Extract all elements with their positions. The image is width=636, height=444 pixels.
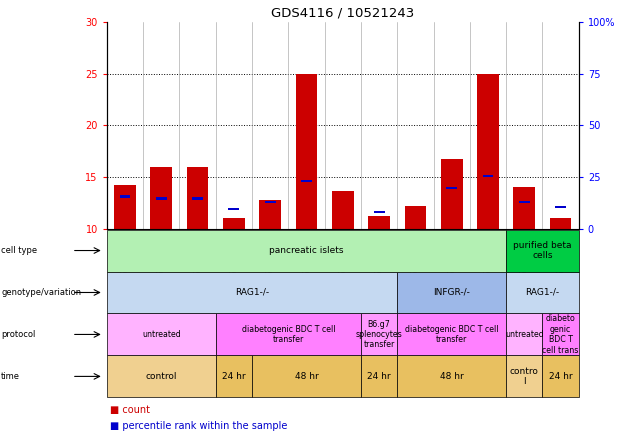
- Text: diabetogenic BDC T cell
transfer: diabetogenic BDC T cell transfer: [405, 325, 499, 344]
- Text: genotype/variation: genotype/variation: [1, 288, 81, 297]
- Bar: [555, 206, 566, 208]
- Bar: [519, 201, 530, 203]
- Text: RAG1-/-: RAG1-/-: [525, 288, 560, 297]
- Text: pancreatic islets: pancreatic islets: [269, 246, 343, 255]
- Bar: [368, 216, 390, 229]
- Text: cell type: cell type: [1, 246, 38, 255]
- Text: INFGR-/-: INFGR-/-: [433, 288, 470, 297]
- Bar: [513, 187, 536, 229]
- Text: 24 hr: 24 hr: [549, 372, 572, 381]
- Bar: [150, 167, 172, 229]
- Bar: [265, 201, 275, 203]
- Bar: [404, 206, 426, 229]
- Text: protocol: protocol: [1, 330, 36, 339]
- Title: GDS4116 / 10521243: GDS4116 / 10521243: [271, 7, 415, 20]
- Bar: [332, 191, 354, 229]
- Bar: [228, 208, 239, 210]
- Bar: [301, 180, 312, 182]
- Text: 24 hr: 24 hr: [222, 372, 245, 381]
- Bar: [259, 200, 281, 229]
- Text: control: control: [146, 372, 177, 381]
- Bar: [120, 195, 130, 198]
- Text: 48 hr: 48 hr: [440, 372, 464, 381]
- Text: diabeto
genic
BDC T
cell trans: diabeto genic BDC T cell trans: [543, 314, 579, 355]
- Text: diabetogenic BDC T cell
transfer: diabetogenic BDC T cell transfer: [242, 325, 335, 344]
- Bar: [156, 198, 167, 200]
- Text: contro
l: contro l: [510, 367, 539, 386]
- Text: untreated: untreated: [142, 330, 181, 339]
- Bar: [441, 159, 462, 229]
- Bar: [187, 167, 209, 229]
- Bar: [446, 187, 457, 190]
- Text: RAG1-/-: RAG1-/-: [235, 288, 269, 297]
- Bar: [192, 198, 203, 200]
- Text: B6.g7
splenocytes
transfer: B6.g7 splenocytes transfer: [356, 320, 403, 349]
- Text: purified beta
cells: purified beta cells: [513, 241, 572, 260]
- Bar: [483, 175, 494, 177]
- Text: ■ count: ■ count: [110, 405, 150, 415]
- Text: time: time: [1, 372, 20, 381]
- Bar: [296, 74, 317, 229]
- Bar: [223, 218, 245, 229]
- Bar: [114, 185, 136, 229]
- Text: 24 hr: 24 hr: [368, 372, 391, 381]
- Bar: [550, 218, 572, 229]
- Text: ■ percentile rank within the sample: ■ percentile rank within the sample: [110, 421, 287, 431]
- Text: 48 hr: 48 hr: [294, 372, 319, 381]
- Bar: [374, 211, 385, 213]
- Text: untreated: untreated: [505, 330, 544, 339]
- Bar: [477, 74, 499, 229]
